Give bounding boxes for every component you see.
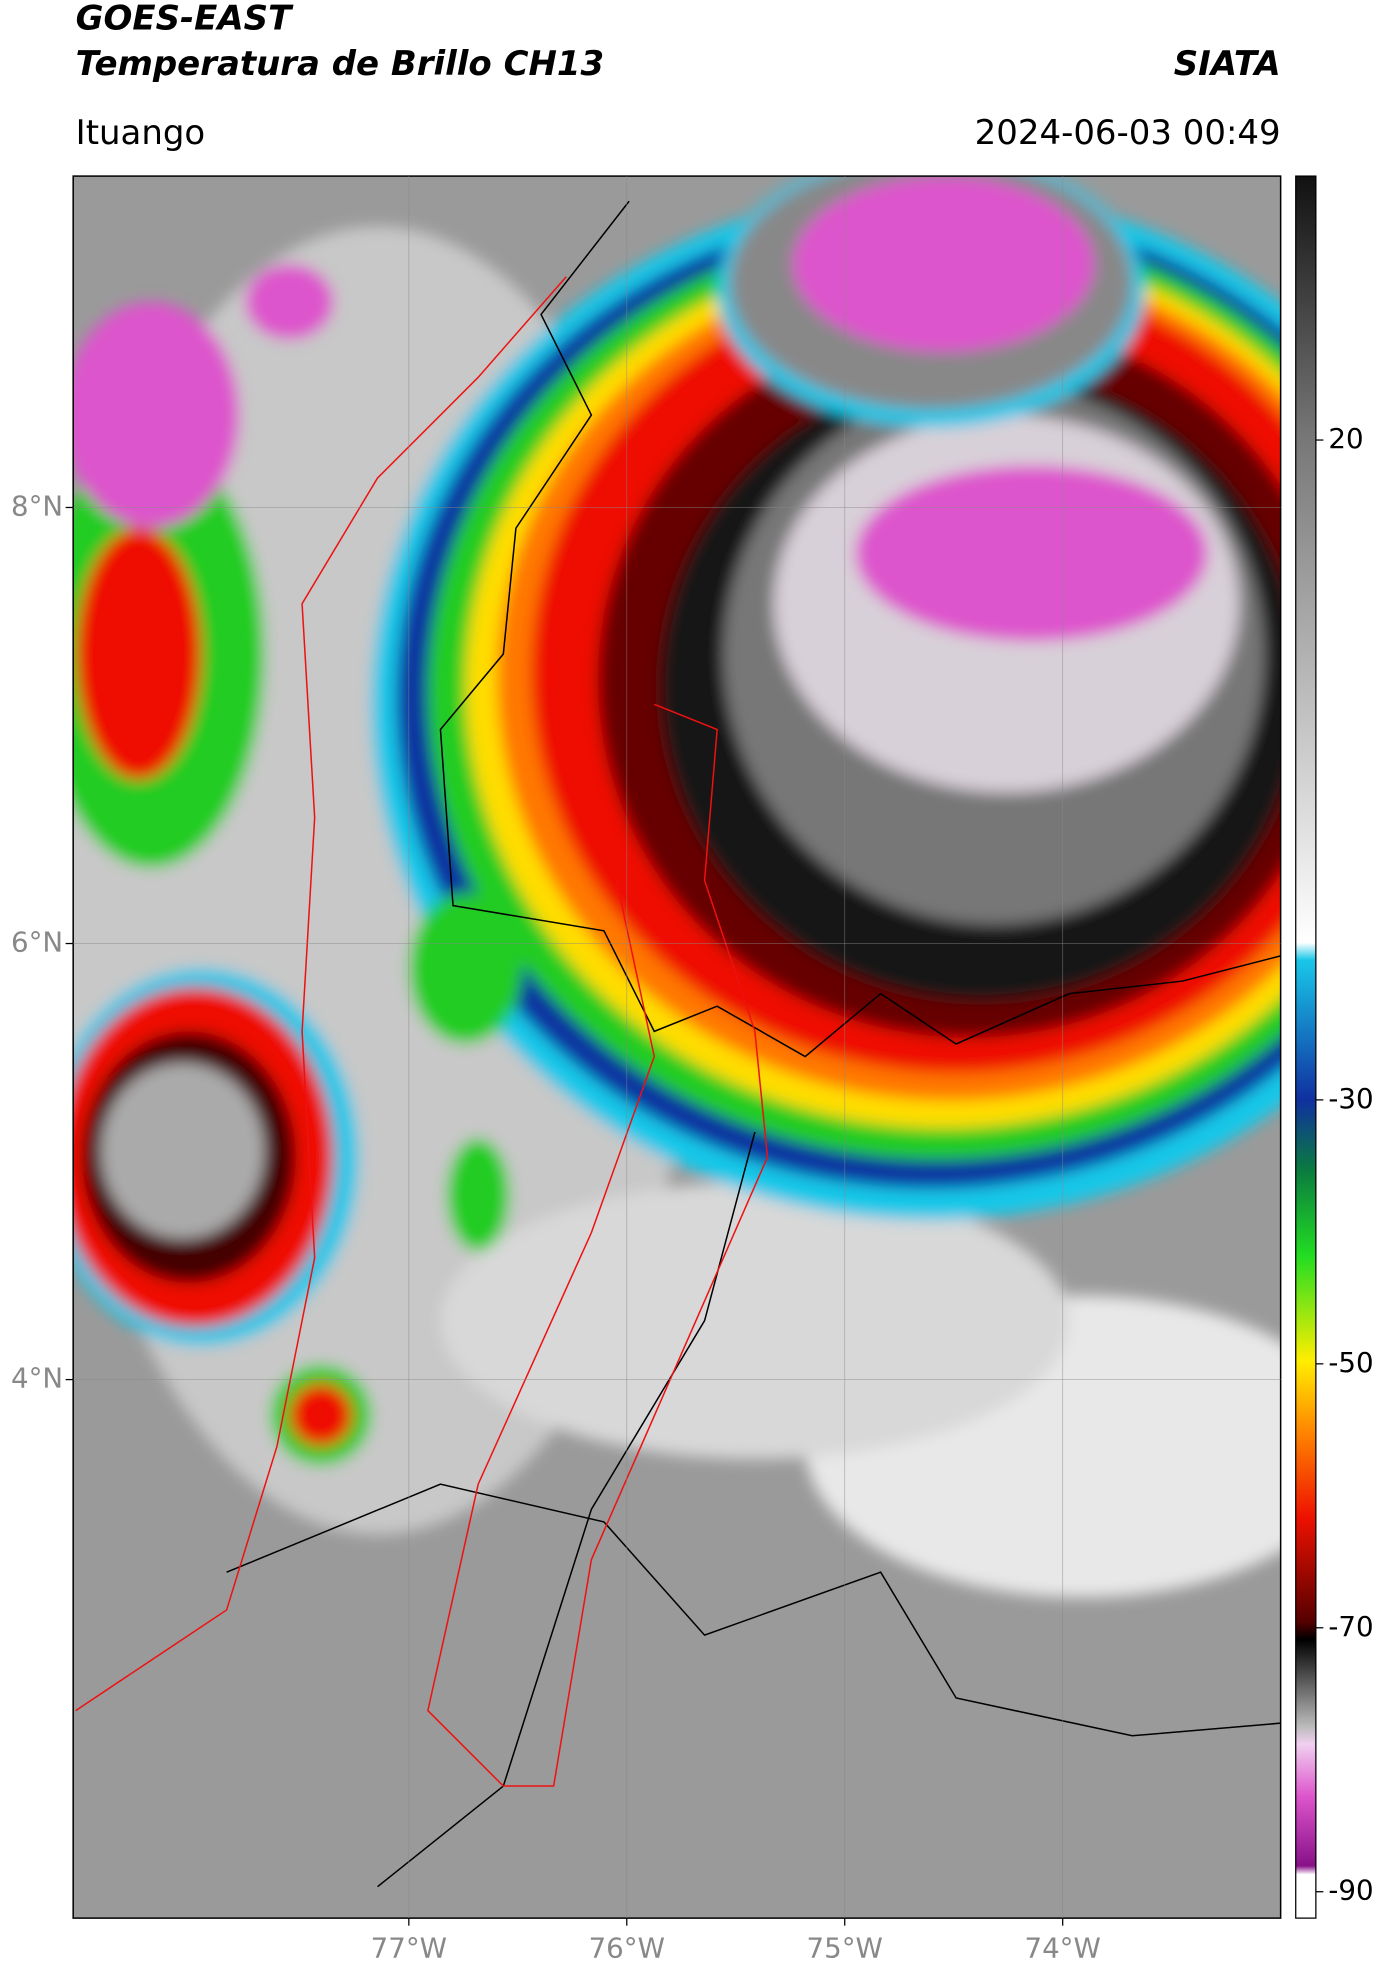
- y-tick-label: 8°N: [11, 489, 63, 522]
- subtitle: Temperatura de Brillo CH13: [76, 44, 604, 84]
- colorbar: [1295, 175, 1317, 1919]
- colorbar-label: -30: [1328, 1082, 1373, 1115]
- x-tick-label: 75°W: [807, 1932, 883, 1965]
- region: Ituango: [76, 113, 206, 153]
- timestamp: 2024-06-03 00:49: [975, 113, 1281, 153]
- x-tick-label: 74°W: [1024, 1932, 1100, 1965]
- x-tick-label: 77°W: [371, 1932, 447, 1965]
- colorbar-label: 20: [1328, 422, 1363, 455]
- map-frame: [72, 175, 1282, 1919]
- x-tick-label: 76°W: [589, 1932, 665, 1965]
- colorbar-label: -90: [1328, 1874, 1373, 1907]
- colorbar-label: -50: [1328, 1346, 1373, 1379]
- satellite-image: [73, 176, 1281, 1919]
- y-tick-label: 6°N: [11, 926, 63, 959]
- source: SIATA: [1174, 44, 1281, 84]
- y-tick-label: 4°N: [11, 1362, 63, 1395]
- title: GOES-EAST: [76, 0, 294, 39]
- colorbar-label: -70: [1328, 1610, 1373, 1643]
